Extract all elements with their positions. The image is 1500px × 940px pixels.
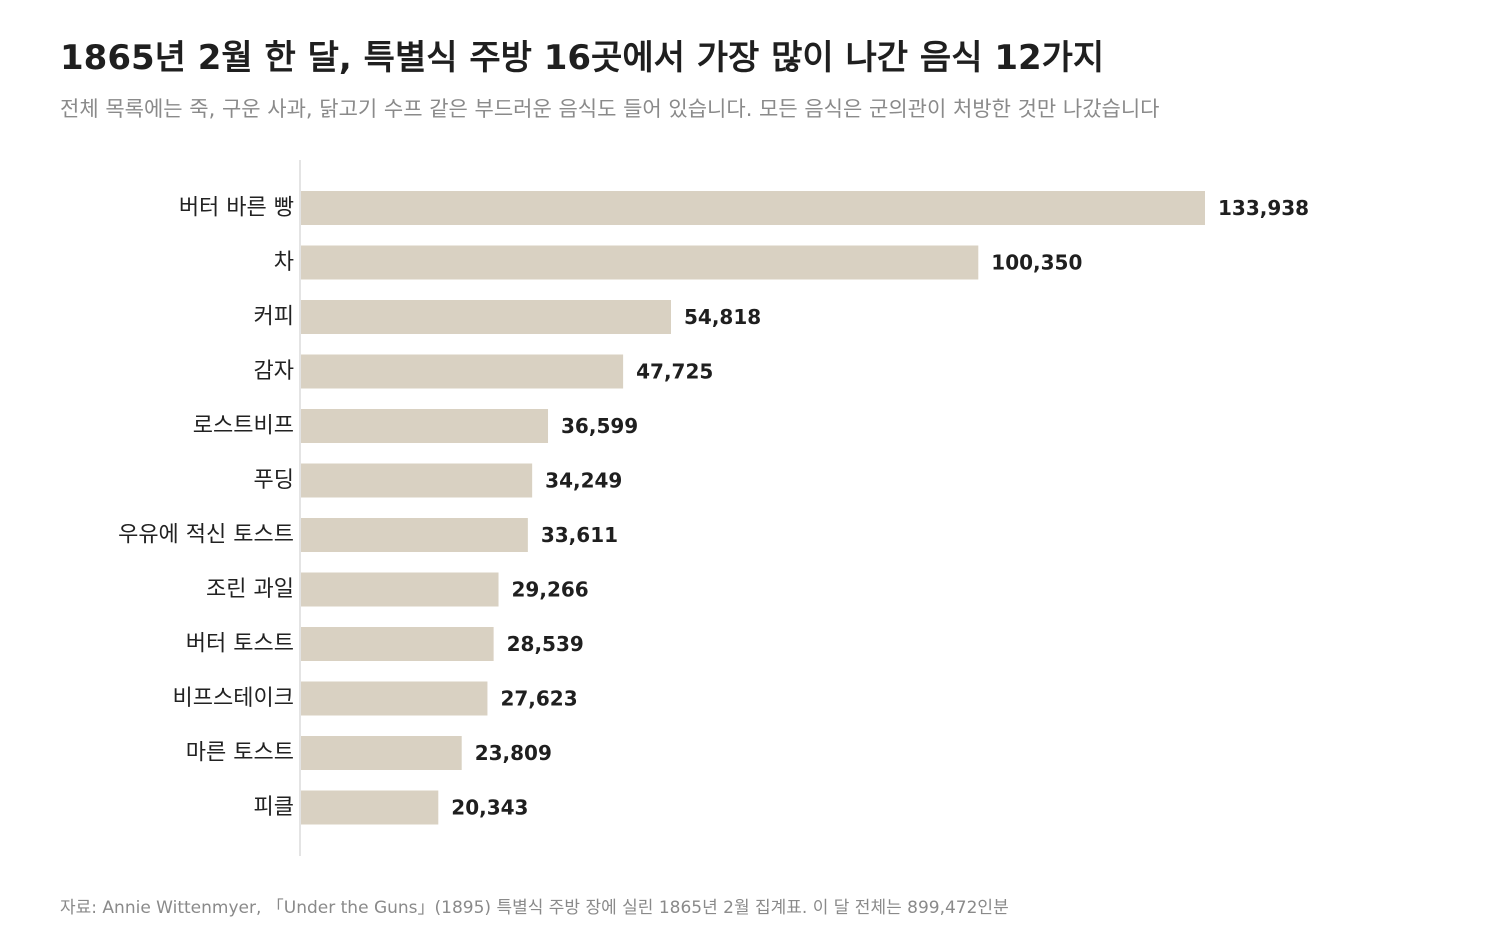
value-label: 34,249 [545,469,622,493]
chart-title: 1865년 2월 한 달, 특별식 주방 16곳에서 가장 많이 나간 음식 1… [60,38,1105,78]
category-label: 차 [274,250,294,275]
category-label: 마른 토스트 [186,741,294,766]
value-label: 23,809 [475,741,552,765]
value-label: 28,539 [507,632,584,656]
bar [301,245,979,280]
category-label: 감자 [254,359,294,384]
bar-chart: 버터 바른 빵 133,938 차 100,350 커피 54,818 감자 47,725 로스… [118,160,1309,856]
category-label: 푸딩 [254,468,294,493]
value-label: 33,611 [541,523,618,547]
category-label: 커피 [254,305,294,330]
bar [301,300,671,334]
bar [301,790,439,825]
category-label: 비프스테이크 [173,686,294,711]
category-label: 버터 바른 빵 [179,196,294,221]
category-label: 피클 [254,795,294,820]
bar [301,518,528,552]
value-label: 100,350 [991,251,1082,275]
category-label: 우유에 적신 토스트 [118,523,294,548]
value-label: 47,725 [636,360,713,384]
value-label: 133,938 [1218,196,1309,220]
source-note: 자료: Annie Wittenmyer, 「Under the Guns」(1… [60,898,1009,918]
bar [301,354,624,389]
value-label: 36,599 [561,414,638,438]
chart-subtitle: 전체 목록에는 죽, 구운 사과, 닭고기 수프 같은 부드러운 음식도 들어 … [60,97,1160,121]
category-label: 로스트비프 [193,414,294,439]
bar [301,572,499,607]
bar [301,681,488,716]
bar [301,191,1205,225]
bar [301,463,533,498]
bar [301,409,549,443]
value-label: 54,818 [684,305,761,329]
category-label: 버터 토스트 [186,632,294,657]
bar [301,736,462,770]
value-label: 29,266 [512,578,589,602]
value-label: 27,623 [500,687,577,711]
value-label: 20,343 [451,796,528,820]
category-label: 조린 과일 [206,577,294,602]
bar [301,627,494,661]
